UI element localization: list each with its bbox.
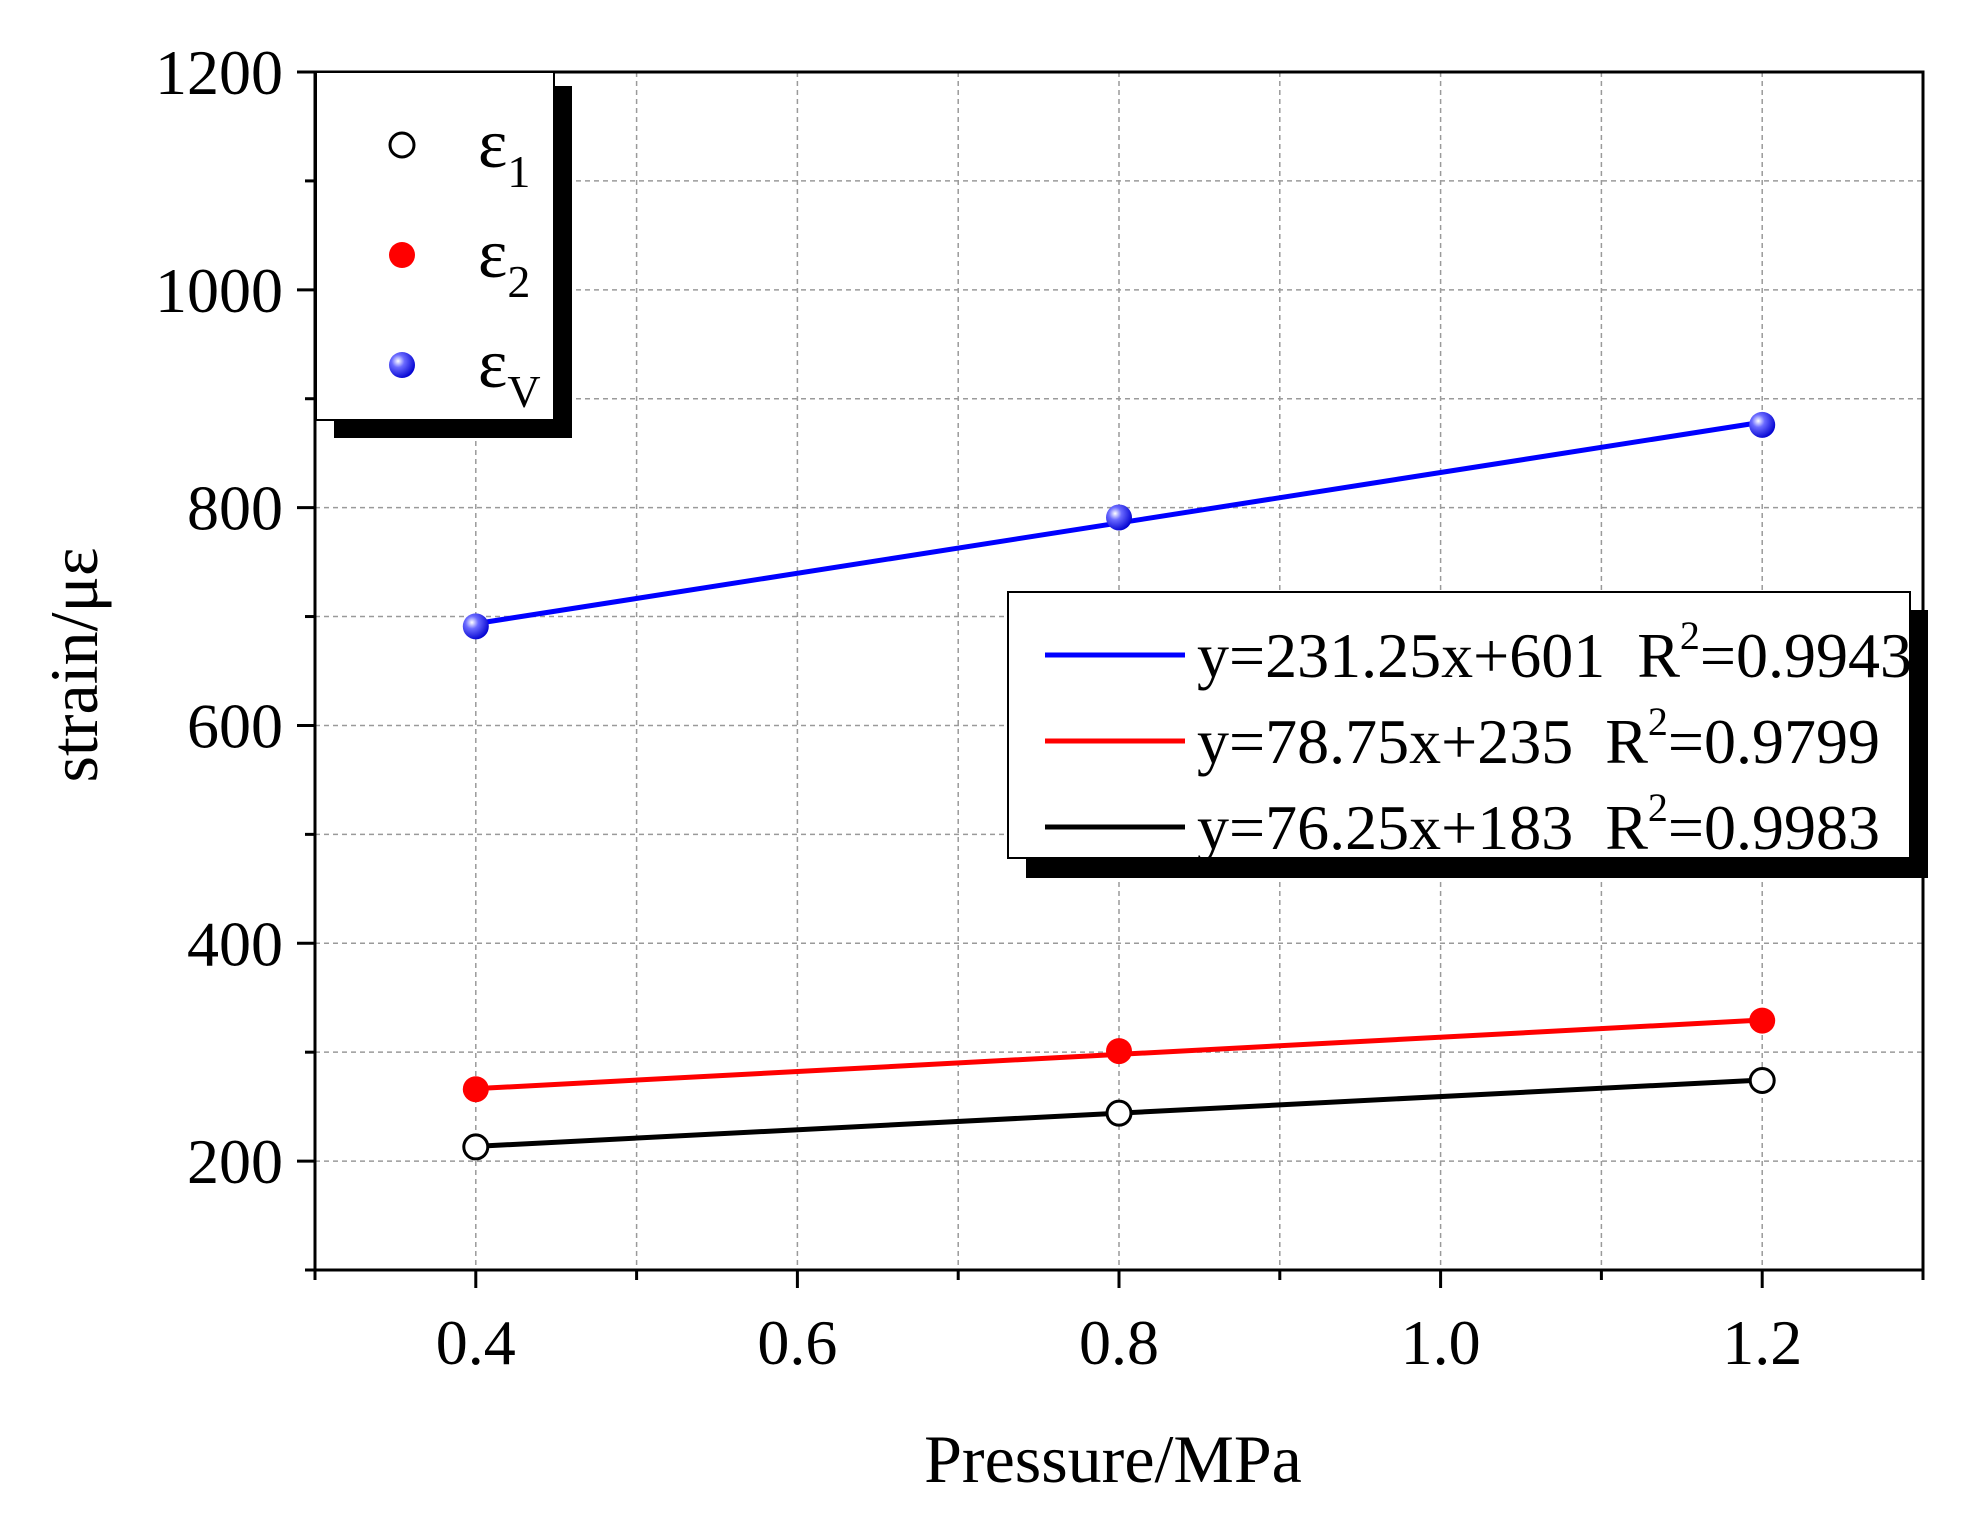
y-tick-label: 400 [187, 908, 283, 979]
legend-symbol: ε [478, 326, 507, 403]
legend-symbol: ε [478, 216, 507, 293]
legend-label-e2: ε2 [478, 216, 530, 307]
fit-legend-equation: y=76.25x+183 [1197, 792, 1573, 863]
legend-fits-box [1007, 591, 1911, 859]
point-ev [462, 613, 489, 640]
r-value: =0.9983 [1668, 792, 1880, 863]
legend-subscript: V [507, 366, 540, 417]
point-e1 [1105, 1099, 1133, 1127]
fit-legend-equation: y=231.25x+601 [1197, 620, 1605, 691]
y-tick-label: 200 [187, 1126, 283, 1197]
r-superscript: 2 [1648, 785, 1668, 830]
y-tick-label: 800 [187, 473, 283, 544]
fit-legend-r2: R2=0.9943 [1637, 613, 1912, 691]
y-axis-title: strain/με [36, 548, 112, 783]
legend-label-e1: ε1 [478, 106, 530, 197]
y-tick-label: 600 [187, 690, 283, 761]
point-e1 [462, 1133, 490, 1161]
point-e2 [1749, 1007, 1776, 1034]
r-value: =0.9943 [1700, 620, 1912, 691]
legend-subscript: 2 [507, 256, 530, 307]
x-tick-label: 1.2 [1722, 1307, 1802, 1378]
legend-marker-e2 [389, 242, 415, 268]
point-e1 [1748, 1066, 1776, 1094]
r-value: =0.9799 [1668, 706, 1880, 777]
r-label: R [1605, 792, 1648, 863]
legend-marker-e1 [388, 131, 416, 159]
x-tick-label: 1.0 [1401, 1307, 1481, 1378]
x-tick-label: 0.8 [1079, 1307, 1159, 1378]
data-points [462, 411, 1776, 1161]
legend-symbol: ε [478, 106, 507, 183]
x-axis-title: Pressure/MPa [924, 1421, 1302, 1497]
fit-legend-r2: R2=0.9983 [1605, 785, 1880, 863]
legend-marker-ev [389, 352, 415, 378]
fit-legend-r2: R2=0.9799 [1605, 699, 1880, 777]
point-ev [1749, 411, 1776, 438]
legend-markers-box [315, 71, 555, 421]
x-tick-label: 0.6 [757, 1307, 837, 1378]
r-superscript: 2 [1680, 613, 1700, 658]
y-tick-label: 1200 [155, 37, 283, 108]
point-e2 [1106, 1038, 1132, 1065]
r-superscript: 2 [1648, 699, 1668, 744]
x-tick-label: 0.4 [436, 1307, 516, 1378]
legend-label-ev: εV [478, 326, 541, 417]
fit-legend-equation: y=78.75x+235 [1197, 706, 1573, 777]
r-label: R [1637, 620, 1680, 691]
point-ev [1106, 504, 1132, 531]
point-e2 [462, 1076, 489, 1103]
legend-subscript: 1 [507, 146, 530, 197]
y-tick-label: 1000 [155, 255, 283, 326]
r-label: R [1605, 706, 1648, 777]
axis-ticks: 200 400 600 800 1000 1200 0.4 0.6 0.8 1.0 1.2 [155, 37, 1925, 1378]
